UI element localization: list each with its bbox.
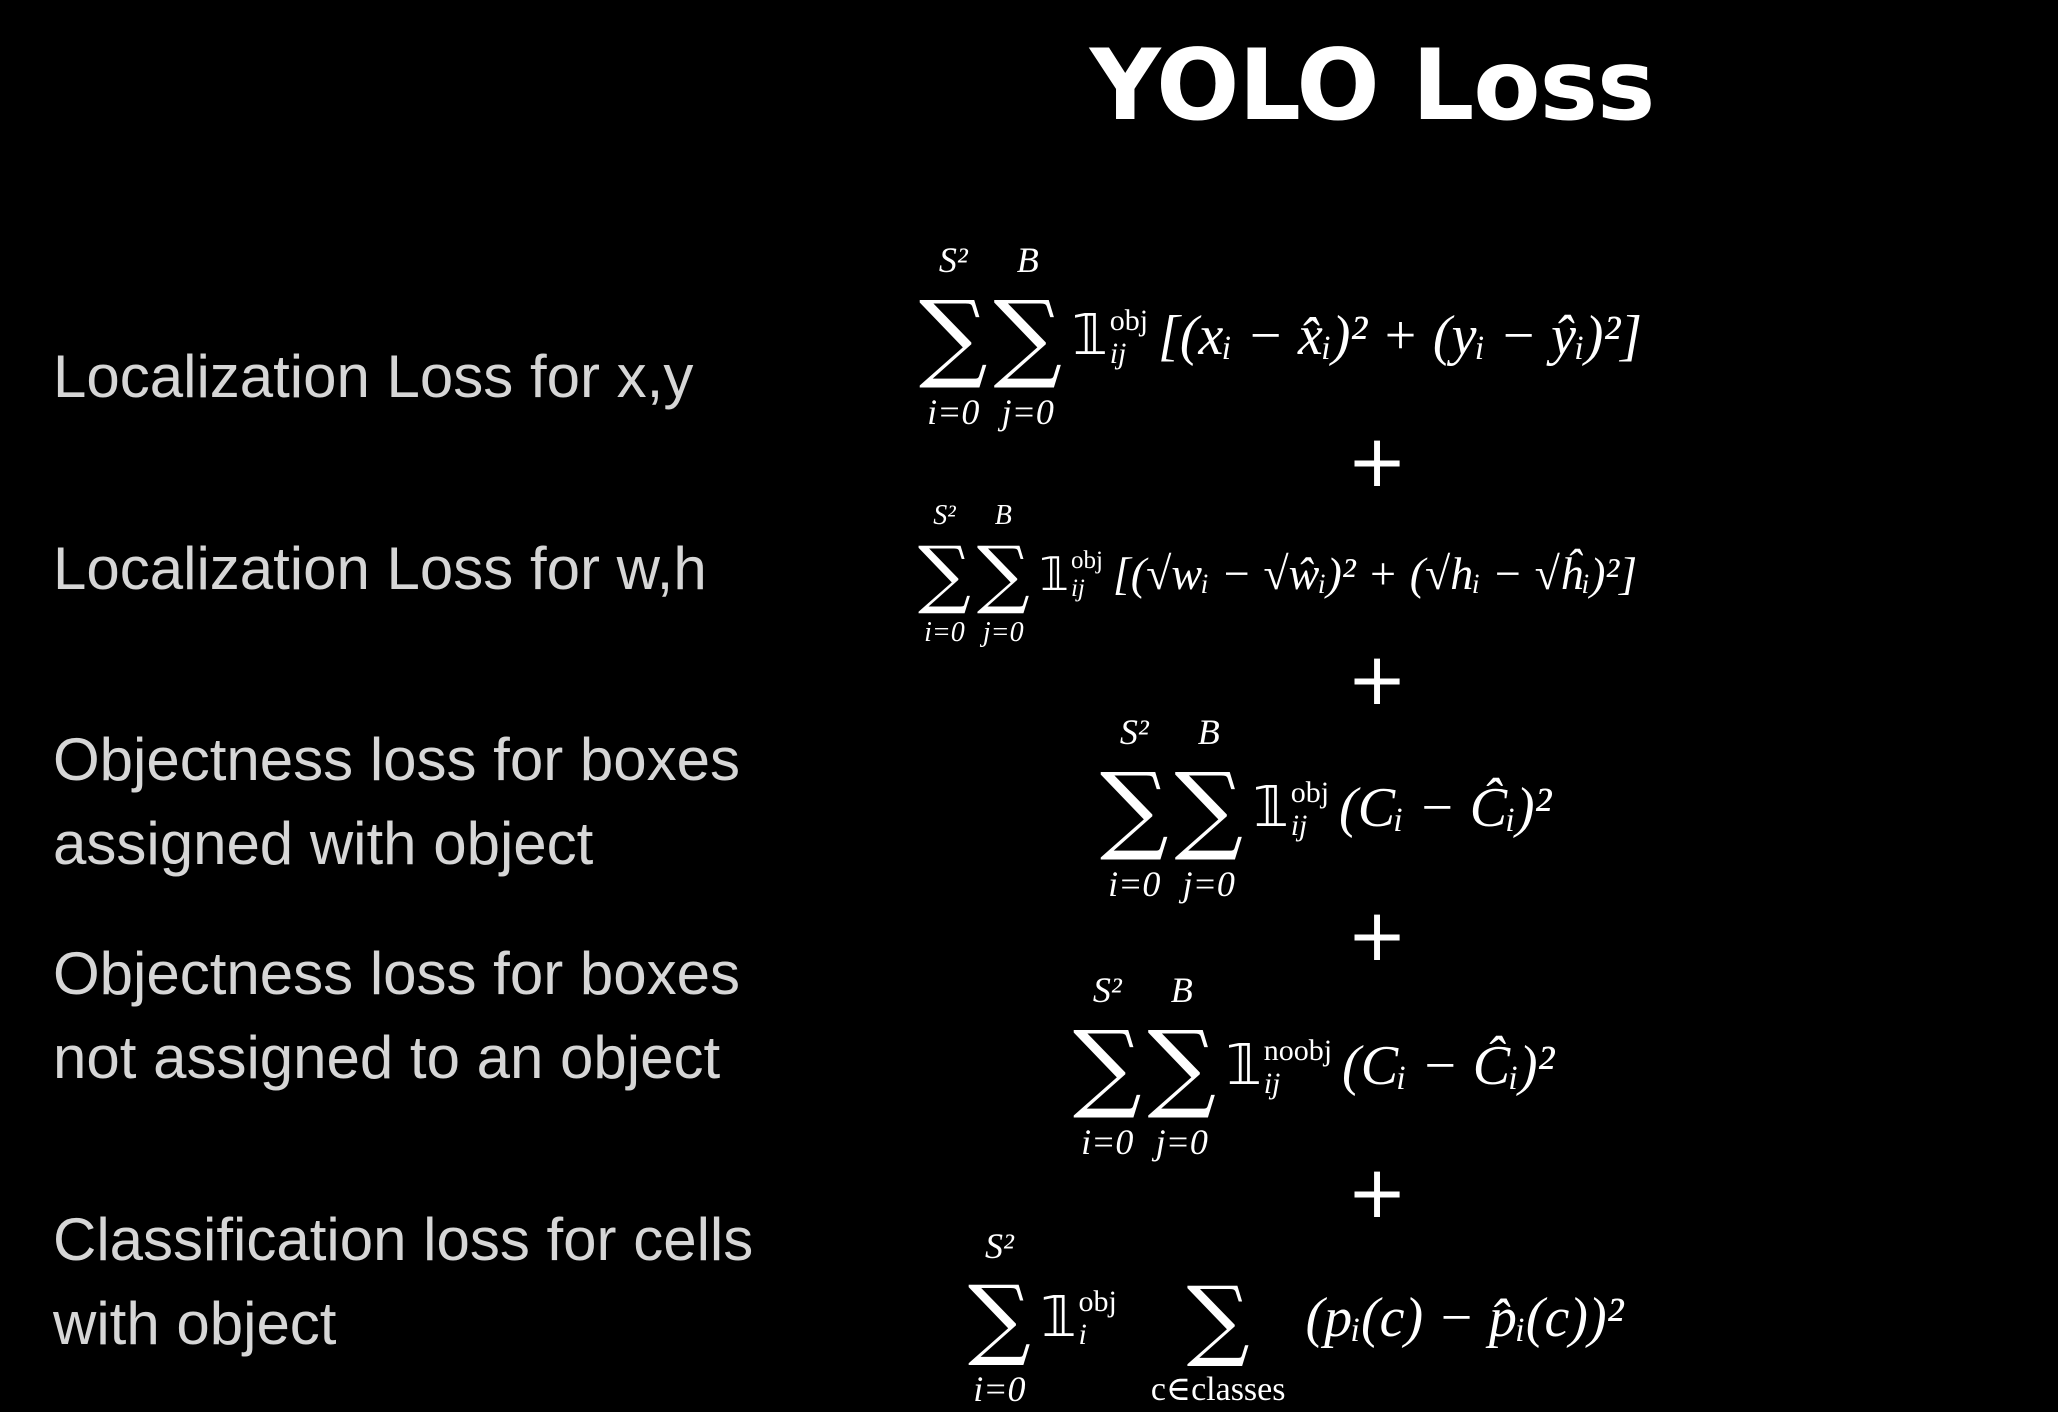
sum-upper: S² — [985, 1226, 1014, 1266]
sum-upper: B — [1016, 240, 1039, 280]
sum-i: S² ∑ i=0 — [918, 500, 971, 649]
formula-body: (pᵢ(c) − p̂ᵢ(c))² — [1305, 1286, 1624, 1349]
label-objectness-obj: Objectness loss for boxes assigned with … — [53, 718, 740, 886]
sum-i: S² ∑ i=0 — [1073, 970, 1142, 1163]
indicator-sub: ij — [1109, 336, 1127, 370]
label-line: with object — [53, 1290, 337, 1357]
label-localization-xy: Localization Loss for x,y — [53, 343, 694, 410]
sum-j: B ∑ j=0 — [1175, 712, 1244, 905]
formula-classification: S² ∑ i=0 𝟙 obj i ∑ c∈classes (pᵢ(c) − p̂ᵢ(c))… — [968, 1226, 1623, 1410]
indicator: 𝟙 noobj ij — [1226, 1033, 1333, 1100]
formula-body: [(√wᵢ − √ŵᵢ)² + (√hᵢ − √ĥᵢ)²] — [1112, 548, 1638, 600]
indicator-sup: obj — [1109, 303, 1149, 337]
label-line: assigned with object — [53, 810, 594, 877]
indicator-symbol: 𝟙 — [1253, 775, 1289, 841]
indicator-symbol: 𝟙 — [1039, 547, 1069, 602]
sum-j: B ∑ j=0 — [1148, 970, 1217, 1163]
indicator-sup: noobj — [1263, 1033, 1333, 1067]
sigma-icon: ∑ — [919, 280, 988, 393]
label-line: not assigned to an object — [53, 1024, 721, 1091]
sum-lower: i=0 — [973, 1368, 1026, 1409]
indicator-sup: obj — [1078, 1284, 1117, 1318]
sigma-icon: ∑ — [993, 280, 1063, 393]
sum-upper: B — [994, 500, 1012, 531]
formula-localization-xy: S² ∑ i=0 B ∑ j=0 𝟙 obj ij [(xᵢ − x̂ᵢ)² + (yᵢ −… — [919, 240, 1642, 433]
sum-upper: B — [1170, 970, 1193, 1010]
plus-sign: + — [1346, 637, 1408, 722]
formula-objectness-obj: S² ∑ i=0 B ∑ j=0 𝟙 obj ij (Cᵢ − Ĉᵢ)² — [1100, 712, 1551, 905]
sum-j: B ∑ j=0 — [994, 240, 1063, 433]
indicator: 𝟙 obj ij — [1072, 303, 1149, 370]
label-line: Objectness loss for boxes — [53, 726, 740, 793]
indicator: 𝟙 obj ij — [1253, 775, 1330, 842]
sum-lower: i=0 — [1108, 863, 1161, 904]
sum-i: S² ∑ i=0 — [968, 1226, 1031, 1410]
label-classification: Classification loss for cells with objec… — [53, 1198, 753, 1366]
plus-sign: + — [1346, 1150, 1408, 1235]
sum-j: B ∑ j=0 — [977, 500, 1030, 649]
sum-lower: i=0 — [924, 617, 965, 649]
label-line: Classification loss for cells — [53, 1206, 754, 1273]
sum-lower: j=0 — [1001, 391, 1054, 432]
sigma-icon: ∑ — [918, 531, 971, 618]
indicator-symbol: 𝟙 — [1040, 1284, 1077, 1350]
label-objectness-noobj: Objectness loss for boxes not assigned t… — [53, 932, 740, 1100]
sigma-icon: ∑ — [1100, 752, 1169, 865]
plus-sign: + — [1346, 419, 1408, 504]
sum-upper: S² — [1119, 712, 1149, 752]
formula-localization-wh: S² ∑ i=0 B ∑ j=0 𝟙 obj ij [(√wᵢ − √ŵᵢ)² + (√hᵢ… — [918, 500, 1637, 649]
sum-i: S² ∑ i=0 — [919, 240, 988, 433]
indicator-sub: ij — [1070, 574, 1085, 602]
slide-title: YOLO Loss — [1089, 29, 1656, 143]
indicator-sup: obj — [1070, 547, 1103, 575]
sum-lower: j=0 — [1182, 863, 1235, 904]
sigma-icon: ∑ — [1186, 1267, 1250, 1371]
sum-lower: i=0 — [927, 391, 980, 432]
sum-upper: S² — [1092, 970, 1122, 1010]
indicator: 𝟙 obj ij — [1040, 547, 1103, 602]
sum-classes: ∑ c∈classes — [1151, 1227, 1286, 1408]
sum-lower: i=0 — [1081, 1121, 1134, 1162]
sigma-icon: ∑ — [1147, 1010, 1217, 1123]
sigma-icon: ∑ — [968, 1266, 1031, 1370]
formula-body: (Cᵢ − Ĉᵢ)² — [1342, 1035, 1555, 1098]
sigma-icon: ∑ — [1174, 752, 1244, 865]
label-line: Objectness loss for boxes — [53, 940, 740, 1007]
indicator: 𝟙 obj i — [1041, 1285, 1117, 1351]
sum-lower: j=0 — [982, 617, 1024, 649]
sum-upper: S² — [933, 500, 956, 531]
indicator-symbol: 𝟙 — [1226, 1033, 1262, 1099]
plus-sign: + — [1346, 893, 1408, 978]
sum-lower: c∈classes — [1150, 1370, 1286, 1408]
sum-upper: B — [1197, 712, 1220, 752]
label-localization-wh: Localization Loss for w,h — [53, 535, 707, 602]
sigma-icon: ∑ — [976, 531, 1030, 618]
indicator-sup: obj — [1290, 775, 1330, 809]
sigma-icon: ∑ — [1073, 1010, 1142, 1123]
indicator-sub: ij — [1290, 808, 1308, 842]
indicator-sub: ij — [1263, 1066, 1281, 1100]
formula-body: (Cᵢ − Ĉᵢ)² — [1339, 777, 1552, 840]
formula-body: [(xᵢ − x̂ᵢ)² + (yᵢ − ŷᵢ)²] — [1158, 305, 1643, 368]
formula-objectness-noobj: S² ∑ i=0 B ∑ j=0 𝟙 noobj ij (Cᵢ − Ĉᵢ)² — [1073, 970, 1554, 1163]
indicator-symbol: 𝟙 — [1072, 303, 1108, 369]
sum-i: S² ∑ i=0 — [1100, 712, 1169, 905]
indicator-sub: i — [1078, 1317, 1087, 1351]
sum-lower: j=0 — [1155, 1121, 1208, 1162]
sum-upper: S² — [938, 240, 968, 280]
